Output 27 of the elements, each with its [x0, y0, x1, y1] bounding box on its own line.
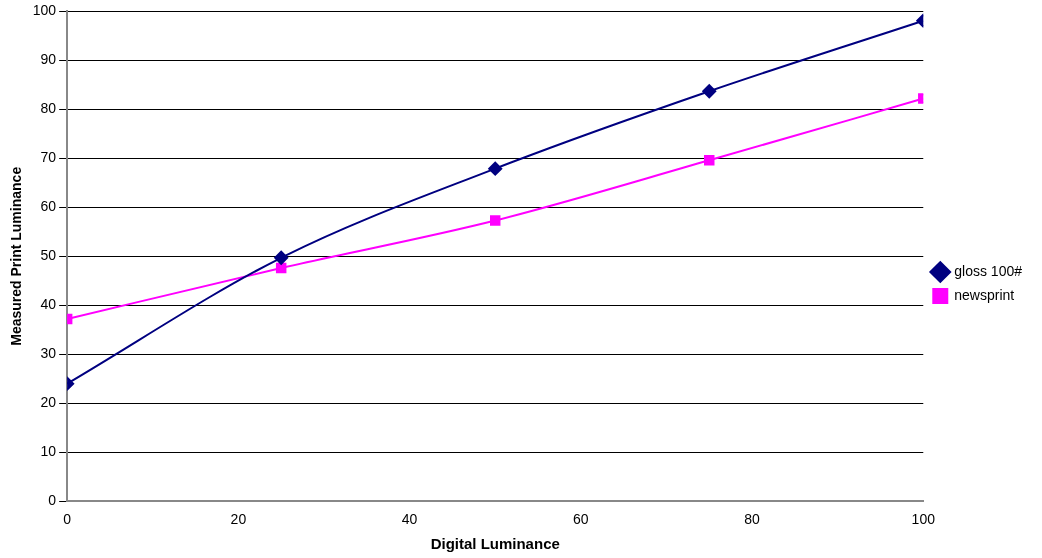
x-tick-label: 0 — [63, 511, 72, 528]
point — [704, 155, 715, 166]
y-tick-label: 60 — [40, 198, 57, 215]
point — [488, 161, 503, 176]
y-tick-label: 40 — [40, 296, 57, 313]
y-tick-label: 30 — [40, 345, 57, 362]
y-tick-label: 10 — [40, 443, 57, 460]
x-tick-label: 80 — [744, 511, 761, 528]
y-tick-label: 100 — [32, 2, 57, 19]
y-tick-label: 90 — [40, 51, 57, 68]
point — [274, 250, 289, 265]
legend-label: newsprint — [954, 286, 1015, 303]
point — [275, 262, 287, 274]
y-tick-label: 50 — [40, 247, 57, 264]
x-tick-label: 40 — [401, 511, 418, 528]
y-tick-label: 80 — [40, 100, 57, 117]
x-tick-label: 60 — [573, 511, 589, 528]
y-tick-label: 70 — [40, 149, 57, 166]
y-tick-label: 20 — [40, 394, 57, 411]
point — [489, 215, 501, 226]
y-axis-title: Measured Print Luminance — [8, 166, 25, 346]
point — [702, 84, 717, 99]
y-tick-label: 0 — [48, 492, 57, 509]
x-axis-title: Digital Luminance — [430, 535, 560, 553]
x-tick-label: 20 — [230, 511, 247, 528]
x-tick-label: 100 — [911, 511, 936, 528]
legend-label: gloss 100# — [954, 262, 1023, 279]
